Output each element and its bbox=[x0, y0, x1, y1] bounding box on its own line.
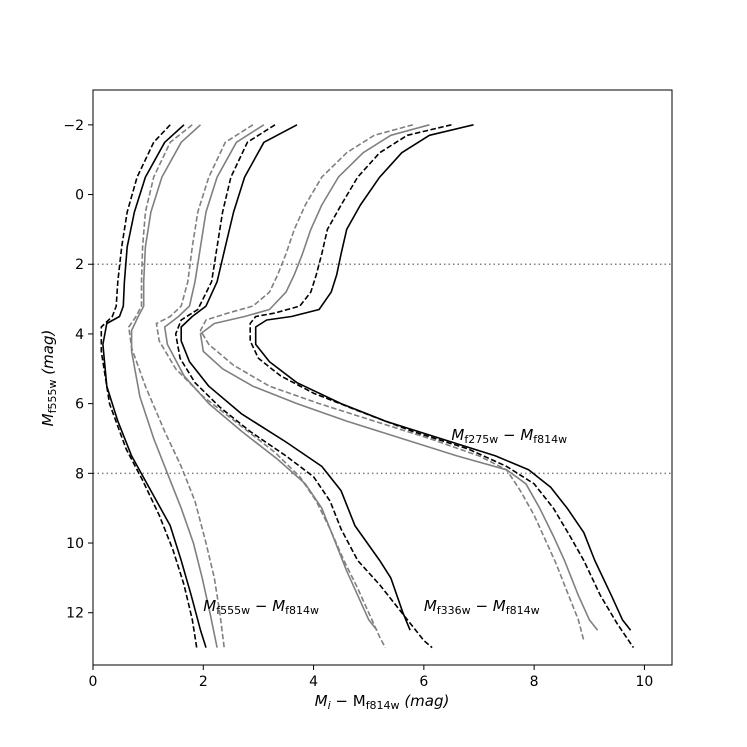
y-tick-label: 10 bbox=[66, 536, 84, 552]
annotations: Mf555w − Mf814w Mf336w − Mf814w Mf275w − M… bbox=[203, 426, 567, 617]
y-tick-label: 4 bbox=[75, 327, 84, 343]
y-tick-label: 0 bbox=[75, 188, 84, 204]
plot-area bbox=[93, 90, 672, 665]
series-annotation: Mf555w − Mf814w bbox=[203, 597, 319, 617]
series-annotation: Mf336w − Mf814w bbox=[424, 597, 540, 617]
x-tick-label: 2 bbox=[199, 674, 208, 690]
reference-lines bbox=[93, 263, 672, 475]
x-tick-label: 8 bbox=[530, 674, 539, 690]
series-line-5 bbox=[174, 124, 433, 649]
series-line-10 bbox=[199, 124, 599, 631]
y-tick-label: 8 bbox=[75, 466, 84, 482]
plot-frame bbox=[92, 89, 673, 666]
series-line-4 bbox=[180, 124, 411, 631]
series-group bbox=[100, 124, 635, 649]
series-line-1 bbox=[100, 124, 198, 648]
x-axis: 0 2 4 6 8 10 bbox=[89, 665, 654, 690]
y-tick-label: 2 bbox=[75, 257, 84, 273]
x-tick-label: 0 bbox=[89, 674, 98, 690]
series-line-2 bbox=[130, 124, 218, 648]
y-tick-label: −2 bbox=[63, 118, 84, 134]
series-line-6 bbox=[163, 124, 378, 631]
y-axis: −2 0 2 4 6 8 10 12 bbox=[63, 118, 93, 622]
y-tick-label: 6 bbox=[75, 397, 84, 413]
x-tick-label: 6 bbox=[419, 674, 428, 690]
series-line-7 bbox=[155, 124, 387, 648]
series-annotation: Mf275w − Mf814w bbox=[451, 426, 567, 446]
series-line-0 bbox=[102, 124, 207, 648]
series-line-11 bbox=[199, 124, 585, 641]
series-line-8 bbox=[254, 124, 632, 631]
x-axis-label: Mi − Mf814w (mag) bbox=[315, 692, 450, 712]
y-tick-label: 12 bbox=[66, 606, 84, 622]
y-axis-label: Mf555w (mag) bbox=[39, 330, 59, 427]
x-tick-label: 4 bbox=[309, 674, 318, 690]
series-line-3 bbox=[128, 124, 225, 648]
x-tick-label: 10 bbox=[636, 674, 654, 690]
series-line-9 bbox=[249, 124, 635, 649]
